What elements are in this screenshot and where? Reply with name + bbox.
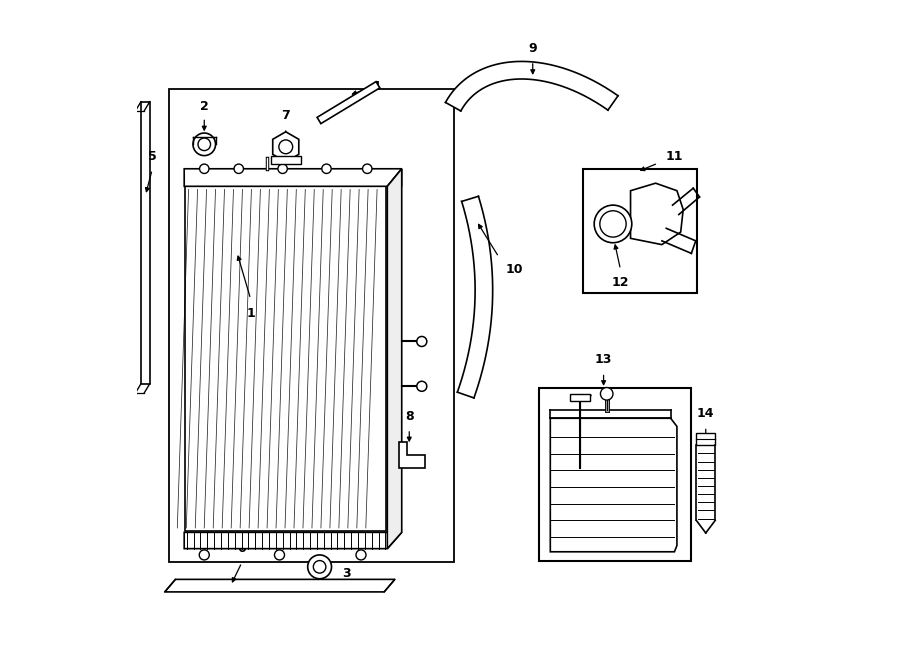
Circle shape <box>308 555 331 579</box>
Bar <box>697 433 716 446</box>
Circle shape <box>363 164 372 173</box>
Polygon shape <box>457 196 492 398</box>
Circle shape <box>278 164 287 173</box>
Bar <box>571 394 590 401</box>
Polygon shape <box>550 418 677 552</box>
Polygon shape <box>184 169 401 186</box>
Text: 3: 3 <box>342 566 351 580</box>
Polygon shape <box>399 442 425 469</box>
Circle shape <box>417 336 427 346</box>
Text: 4: 4 <box>372 79 381 93</box>
Bar <box>539 388 690 561</box>
Polygon shape <box>631 183 683 245</box>
Bar <box>169 89 454 563</box>
Polygon shape <box>271 156 301 165</box>
Text: 11: 11 <box>666 150 683 163</box>
Circle shape <box>594 205 632 243</box>
Text: 5: 5 <box>148 150 157 163</box>
Text: 7: 7 <box>282 109 290 122</box>
Circle shape <box>599 211 626 237</box>
Circle shape <box>313 561 326 573</box>
Circle shape <box>234 164 243 173</box>
Polygon shape <box>141 102 149 384</box>
Circle shape <box>322 164 331 173</box>
Circle shape <box>417 381 427 391</box>
Text: 2: 2 <box>200 100 209 113</box>
Circle shape <box>193 133 215 155</box>
Circle shape <box>356 550 366 560</box>
Bar <box>185 186 386 531</box>
Polygon shape <box>387 169 401 549</box>
Polygon shape <box>184 532 401 549</box>
Text: 12: 12 <box>612 276 629 289</box>
Circle shape <box>198 138 211 151</box>
Circle shape <box>600 387 613 400</box>
Polygon shape <box>165 580 395 592</box>
Polygon shape <box>387 169 401 186</box>
Circle shape <box>199 550 210 560</box>
Circle shape <box>274 550 284 560</box>
Text: 14: 14 <box>697 407 715 420</box>
Text: 15: 15 <box>568 453 585 467</box>
Text: 8: 8 <box>405 410 414 423</box>
Text: 9: 9 <box>528 42 537 55</box>
Circle shape <box>200 164 209 173</box>
Polygon shape <box>273 132 299 162</box>
Text: 13: 13 <box>595 354 612 366</box>
Text: 6: 6 <box>238 541 247 555</box>
Text: 10: 10 <box>505 263 523 276</box>
Text: 1: 1 <box>247 307 255 320</box>
Polygon shape <box>317 81 380 124</box>
Polygon shape <box>446 61 618 111</box>
Bar <box>583 169 697 293</box>
Circle shape <box>279 140 292 154</box>
